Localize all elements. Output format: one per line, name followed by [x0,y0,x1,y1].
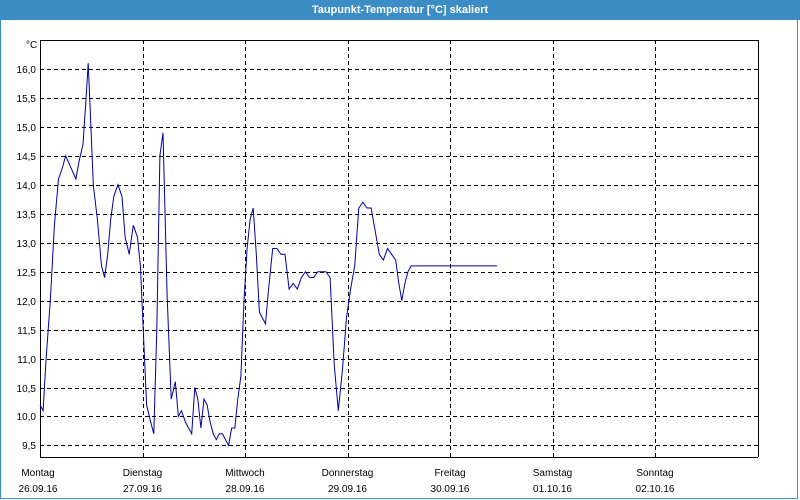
y-tick-label: 14,5 [17,152,37,163]
window-title-bar: Taupunkt-Temperatur [°C] skaliert [0,0,800,20]
y-tick-label: 10,0 [17,412,37,423]
y-unit-label: °C [26,40,37,51]
window-title: Taupunkt-Temperatur [°C] skaliert [311,4,489,16]
y-tick-label: 13,0 [17,239,37,250]
x-tick-day-label: Donnerstag [322,468,374,479]
x-tick-date-label: 01.10.16 [533,484,572,495]
x-tick-day-label: Mittwoch [225,468,264,479]
x-tick-day-label: Sonntag [636,468,673,479]
y-tick-label: 15,5 [17,94,37,105]
x-tick-day-label: Montag [21,468,54,479]
y-tick-label: 15,0 [17,123,37,134]
y-tick-label: 11,5 [17,326,36,337]
x-tick-day-label: Samstag [533,468,572,479]
series-layer [39,63,498,447]
x-tick-date-label: 29.09.16 [328,484,367,495]
y-tick-label: 10,5 [17,384,37,395]
x-tick-day-label: Dienstag [123,468,162,479]
y-tick-label: 11,0 [17,355,36,366]
series-line [39,63,498,447]
y-tick-label: 16,0 [17,65,37,76]
y-tick-label: 13,5 [17,210,37,221]
x-tick-day-label: Freitag [434,468,465,479]
axes: 9,5 10,0 10,5 11,0 11,5 12,0 12,5 13,0 13,5 14,0 1… [17,40,759,495]
x-tick-date-label: 02.10.16 [636,484,675,495]
grid [40,40,758,457]
y-tick-label: 9,5 [22,441,36,452]
x-tick-date-label: 30.09.16 [431,484,470,495]
y-tick-label: 14,0 [17,181,37,192]
x-tick-date-label: 28.09.16 [226,484,265,495]
x-tick-date-label: 27.09.16 [123,484,162,495]
y-tick-label: 12,5 [17,268,37,279]
window-frame [0,20,798,499]
x-tick-date-label: 26.09.16 [19,484,58,495]
y-tick-label: 12,0 [17,297,37,308]
